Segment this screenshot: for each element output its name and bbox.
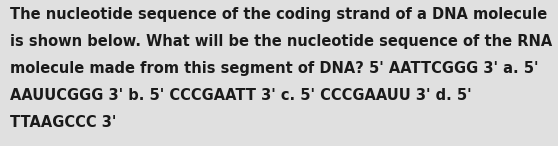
- Text: is shown below. What will be the nucleotide sequence of the RNA: is shown below. What will be the nucleot…: [10, 34, 552, 49]
- Text: molecule made from this segment of DNA? 5' AATTCGGG 3' a. 5': molecule made from this segment of DNA? …: [10, 61, 538, 76]
- Text: The nucleotide sequence of the coding strand of a DNA molecule: The nucleotide sequence of the coding st…: [10, 7, 547, 22]
- Text: AAUUCGGG 3' b. 5' CCCGAATT 3' c. 5' CCCGAAUU 3' d. 5': AAUUCGGG 3' b. 5' CCCGAATT 3' c. 5' CCCG…: [10, 88, 472, 103]
- Text: TTAAGCCC 3': TTAAGCCC 3': [10, 115, 117, 130]
